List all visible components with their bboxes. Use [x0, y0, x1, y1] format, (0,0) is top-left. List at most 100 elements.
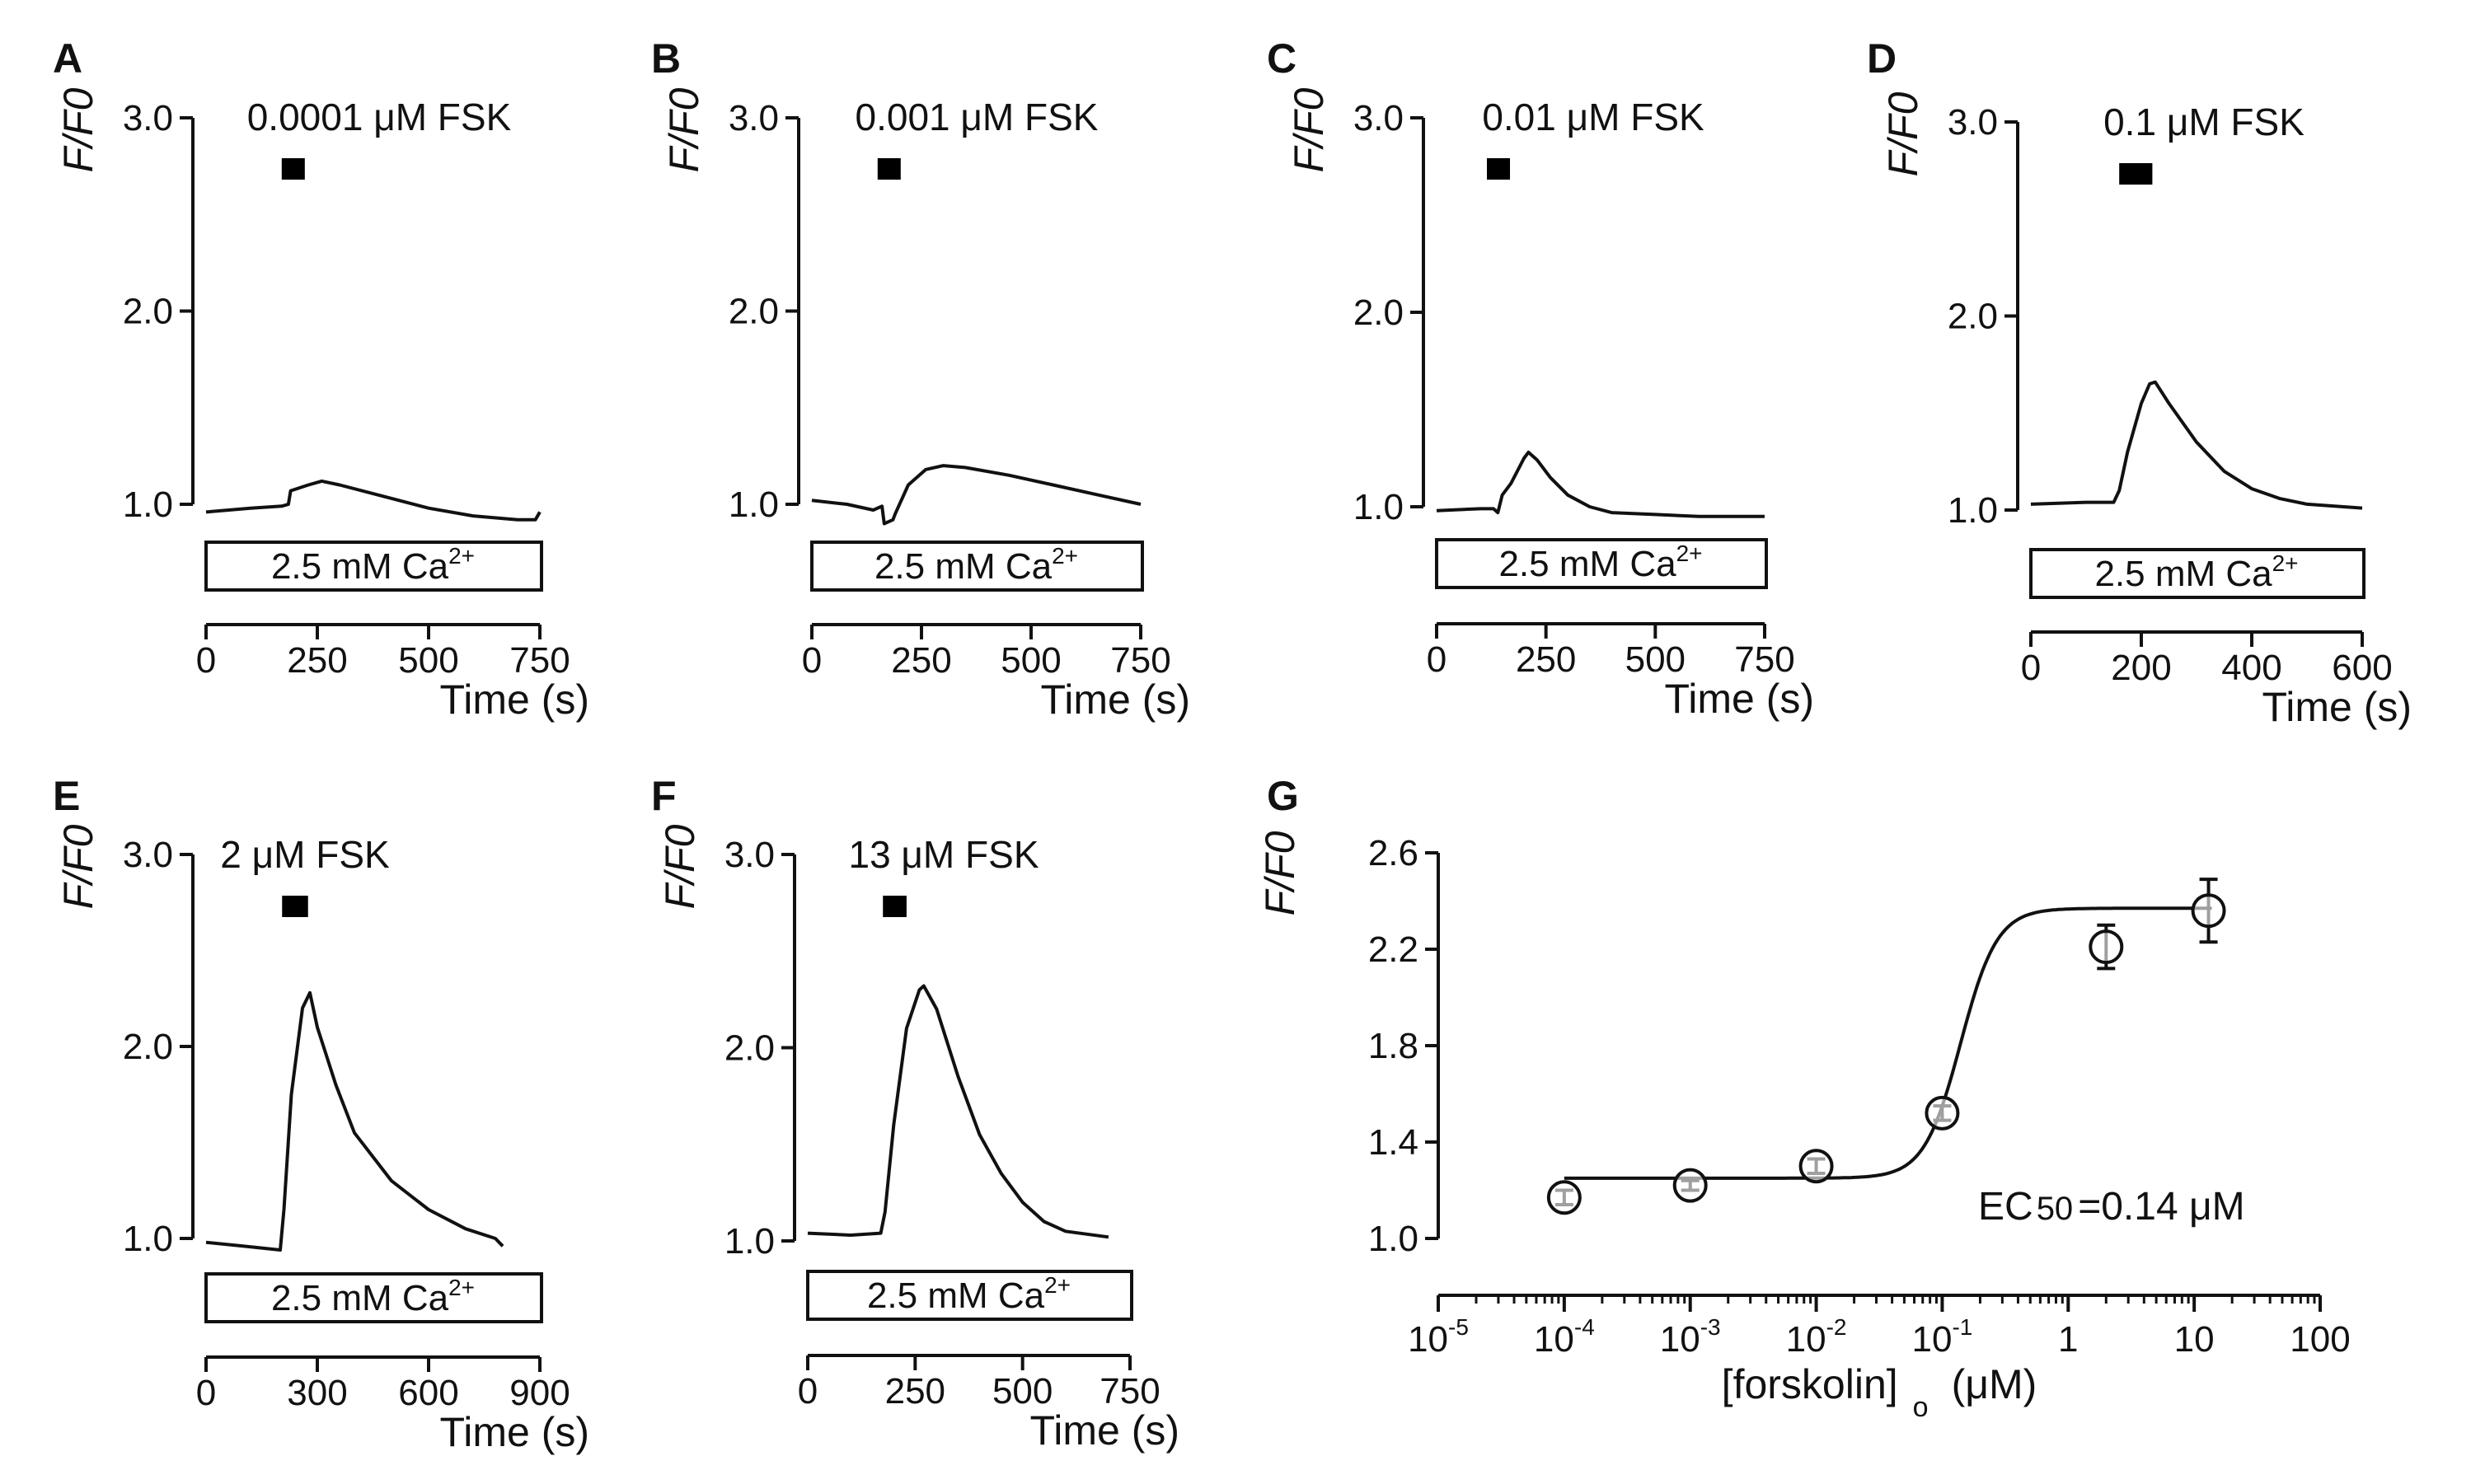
x-tick-exponent: -1: [1952, 1314, 1972, 1340]
y-tick-label: 2.0: [123, 1027, 173, 1067]
bath-solution-box: [806, 1270, 1133, 1321]
y-tick-label: 1.0: [1353, 487, 1404, 527]
y-tick-label: 1.0: [123, 1219, 173, 1259]
x-tick-label: 10-1: [1911, 1314, 1972, 1360]
x-tick-label: 0: [2021, 648, 2041, 688]
x-tick-label: 250: [1516, 639, 1576, 680]
y-tick-label: 1.0: [1948, 490, 1998, 531]
x-tick-label: 500: [1001, 640, 1061, 681]
x-axis-label: Time (s): [440, 676, 589, 723]
drug-application-bar: [2119, 163, 2153, 185]
trace-line: [2030, 380, 2363, 510]
x-tick-label: 10-3: [1660, 1314, 1721, 1360]
bath-solution-label: 2.5 mM Ca2+: [867, 1272, 1071, 1316]
x-tick-base: 100: [2290, 1319, 2350, 1360]
x-tick-label: 750: [1734, 639, 1794, 680]
x-tick-base: 10: [1534, 1319, 1574, 1360]
x-tick-label: 900: [509, 1373, 570, 1413]
x-tick-label: 0: [196, 1373, 216, 1413]
x-tick-base: 1: [2058, 1319, 2078, 1360]
ec50-annotation: EC 50 =0.14 μM: [1978, 1185, 2245, 1229]
drug-application-bar: [883, 896, 907, 917]
x-tick-label: 250: [885, 1371, 945, 1411]
y-tick-label: 2.6: [1368, 833, 1418, 873]
bath-label-text: 2.5 mM Ca: [271, 1278, 449, 1318]
ec50-label: EC: [1978, 1185, 2033, 1229]
panel-d: D 1.0 2.0 3.0 F/F0 0.1 μM FSK 2.5 mM Ca2+ 0 200 4…: [1867, 35, 2412, 730]
x-tick-label: 500: [398, 640, 458, 681]
y-tick-label: 2.0: [123, 292, 173, 332]
x-tick-label: 0: [802, 640, 822, 681]
x-tick-label: 10-4: [1534, 1314, 1595, 1360]
y-axis-label: F/F0: [1257, 831, 1303, 915]
bath-solution-label: 2.5 mM Ca2+: [271, 1275, 475, 1318]
y-tick-label: 3.0: [123, 98, 173, 138]
drug-label: 0.001 μM FSK: [856, 96, 1099, 138]
y-tick-label: 2.0: [729, 292, 779, 332]
x-tick-label: 10-5: [1408, 1314, 1469, 1360]
drug-application-bar: [877, 158, 901, 180]
x-axis-label-text: [forskolin]: [1722, 1361, 1898, 1407]
bath-label-text: 2.5 mM Ca: [2094, 554, 2272, 594]
x-tick-label: 250: [891, 640, 951, 681]
x-axis-label-unit: (μM): [1952, 1361, 2037, 1407]
panel-c: C 1.0 2.0 3.0 F/F0 0.01 μM FSK 2.5 mM Ca2+ 0 250…: [1267, 35, 1814, 722]
panel-e: E 1.0 2.0 3.0 F/F0 2 μM FSK 2.5 mM Ca2+ 0 300 600…: [53, 773, 589, 1455]
bath-solution-box: [204, 1272, 543, 1323]
bath-solution-label: 2.5 mM Ca2+: [2094, 550, 2298, 594]
y-tick-label: 3.0: [729, 98, 779, 138]
data-point: [1672, 1168, 1708, 1203]
bath-label-superscript: 2+: [1676, 541, 1703, 566]
y-axis-label-text: F/F0: [661, 87, 707, 172]
bath-label-superscript: 2+: [1052, 543, 1078, 569]
panel-letter: D: [1867, 35, 1897, 82]
bath-label-text: 2.5 mM Ca: [271, 546, 449, 587]
x-tick-label: 100: [2290, 1319, 2350, 1360]
x-tick-label: 300: [287, 1373, 347, 1413]
bath-solution-label: 2.5 mM Ca2+: [271, 543, 475, 587]
drug-label: 2 μM FSK: [220, 833, 390, 876]
y-axis-label: F/F0: [661, 87, 707, 172]
x-tick-base: 10: [1911, 1319, 1952, 1360]
panel-f: F 1.0 2.0 3.0 F/F0 13 μM FSK 2.5 mM Ca2+ 0 250 50…: [651, 773, 1179, 1454]
fit-curve: [1564, 906, 2212, 1180]
bath-solution-box: [1435, 538, 1768, 589]
bath-label-superscript: 2+: [448, 1275, 475, 1300]
y-tick-label: 2.0: [1948, 297, 1998, 337]
panel-letter: G: [1267, 773, 1299, 819]
x-tick-exponent: -4: [1574, 1314, 1595, 1340]
data-point: [2089, 929, 2124, 965]
trace-line: [811, 464, 1142, 526]
x-tick-label: 400: [2221, 648, 2281, 688]
bath-solution-box: [810, 541, 1144, 592]
y-axis-label-text: F/F0: [55, 87, 101, 172]
x-axis-label: Time (s): [1041, 676, 1190, 723]
panel-b: B 1.0 2.0 3.0 F/F0 0.001 μM FSK 2.5 mM Ca2+ 0 25…: [651, 35, 1190, 723]
ec50-value: =0.14 μM: [2078, 1185, 2244, 1229]
x-tick-exponent: -3: [1700, 1314, 1721, 1340]
y-tick-label: 2.2: [1368, 929, 1418, 970]
x-axis-label: Time (s): [2262, 684, 2412, 730]
x-tick-label: 1: [2058, 1319, 2078, 1360]
x-tick-label: 750: [1110, 640, 1170, 681]
y-tick-label: 3.0: [1353, 98, 1404, 138]
bath-solution-label: 2.5 mM Ca2+: [1498, 541, 1702, 584]
panel-letter: E: [53, 773, 80, 819]
x-tick-base: 10: [1660, 1319, 1700, 1360]
x-tick-base: 10: [2174, 1319, 2215, 1360]
y-tick-label: 1.4: [1368, 1122, 1418, 1163]
x-axis-label: [forskolin] o (μM): [1722, 1361, 2037, 1423]
y-tick-label: 1.0: [724, 1221, 775, 1262]
x-tick-label: 600: [2332, 648, 2392, 688]
y-axis-label-text: F/F0: [55, 824, 101, 909]
drug-label: 0.0001 μM FSK: [247, 96, 512, 138]
y-tick-label: 3.0: [1948, 102, 1998, 143]
y-axis-label: F/F0: [55, 87, 101, 172]
x-tick-label: 500: [992, 1371, 1053, 1411]
x-tick-label: 200: [2111, 648, 2171, 688]
y-tick-label: 3.0: [123, 835, 173, 875]
y-axis-label-text: F/F0: [1286, 87, 1332, 172]
data-point: [1546, 1180, 1582, 1215]
